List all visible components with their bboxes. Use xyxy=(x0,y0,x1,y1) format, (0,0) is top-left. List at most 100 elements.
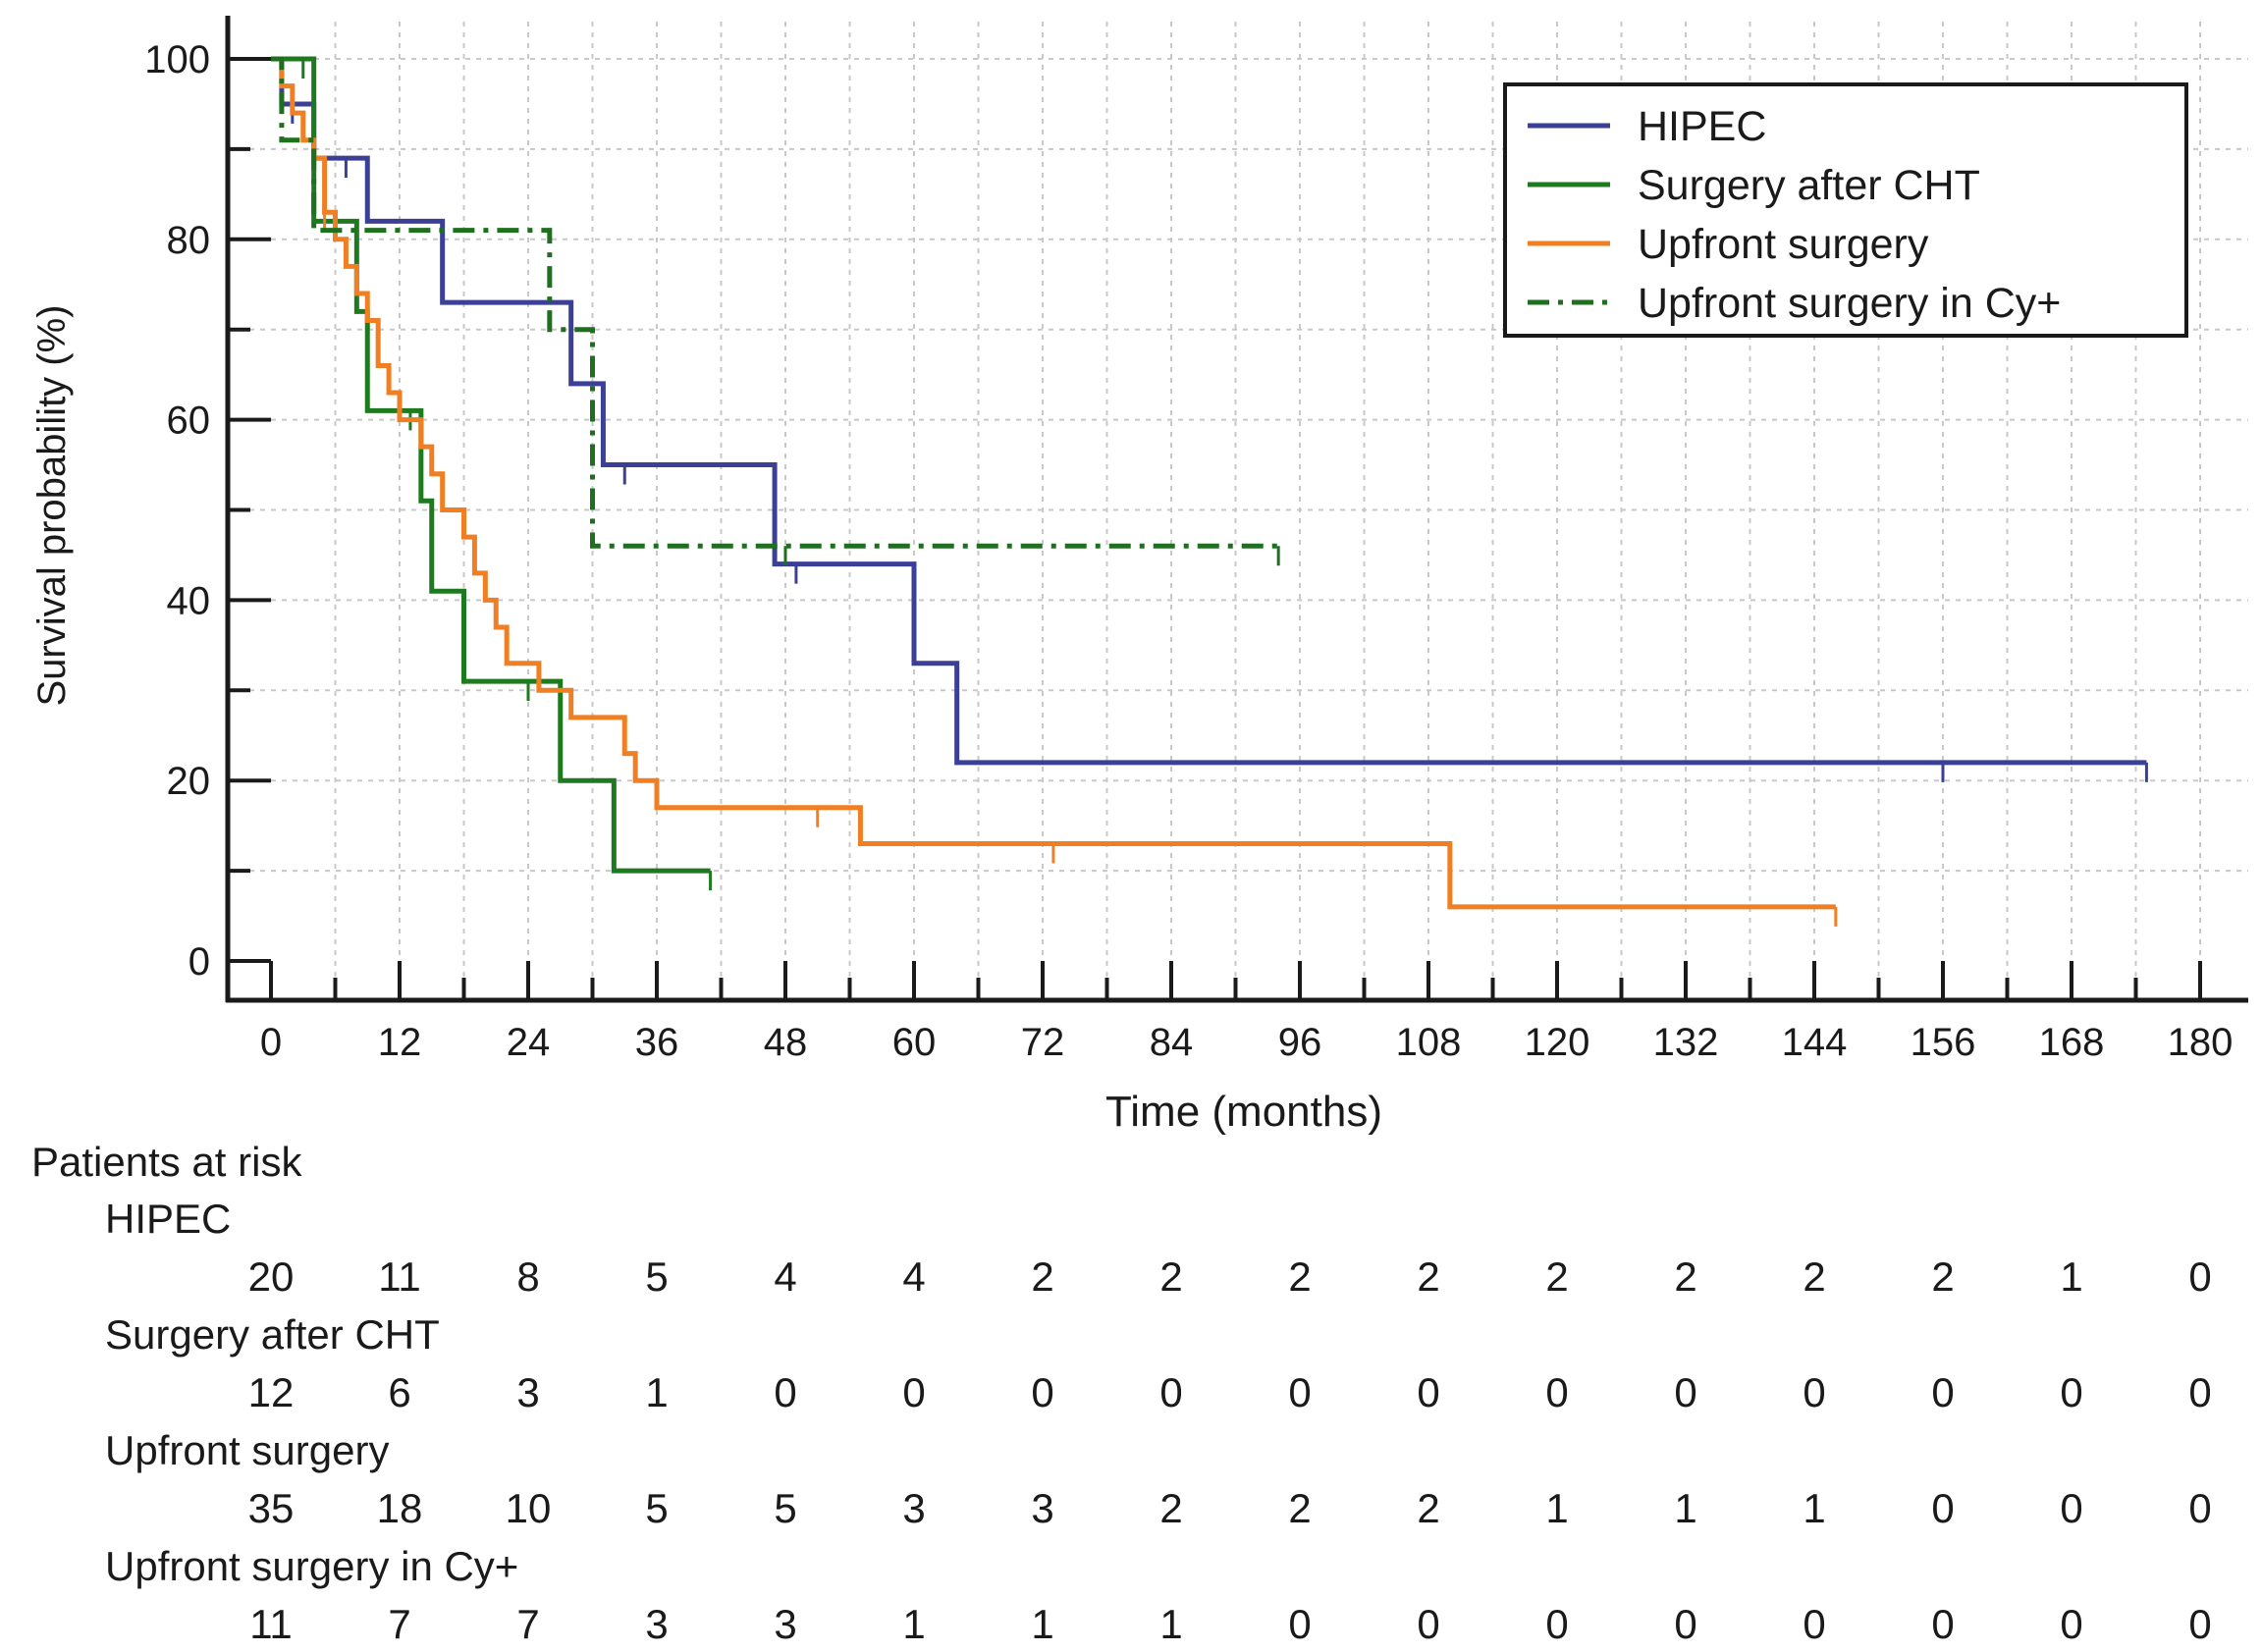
x-tick-label: 0 xyxy=(260,1021,282,1064)
risk-value: 0 xyxy=(2188,1369,2211,1415)
risk-value: 12 xyxy=(248,1369,295,1415)
y-tick-label: 40 xyxy=(167,579,211,622)
risk-value: 35 xyxy=(248,1485,295,1531)
risk-value: 3 xyxy=(645,1601,668,1647)
risk-value: 5 xyxy=(774,1485,796,1531)
legend-label: Upfront surgery xyxy=(1638,221,1929,268)
series-line-surgery-after-cht xyxy=(271,56,711,874)
risk-table-title: Patients at risk xyxy=(31,1139,302,1185)
x-tick-label: 180 xyxy=(2168,1021,2234,1064)
risk-value: 6 xyxy=(388,1369,410,1415)
series-line-upfront-surgery xyxy=(271,56,1836,910)
y-axis-label: Survival probability (%) xyxy=(30,304,74,706)
risk-value: 0 xyxy=(1159,1369,1182,1415)
x-axis-label: Time (months) xyxy=(1105,1088,1382,1136)
risk-value: 3 xyxy=(774,1601,796,1647)
risk-value: 0 xyxy=(2188,1253,2211,1300)
risk-value: 0 xyxy=(2060,1485,2082,1531)
x-tick-label: 156 xyxy=(1911,1021,1976,1064)
series-layer xyxy=(271,56,2148,927)
risk-value: 0 xyxy=(2188,1601,2211,1647)
risk-value: 0 xyxy=(1545,1601,1568,1647)
risk-value: 4 xyxy=(774,1253,796,1300)
x-tick-label: 96 xyxy=(1278,1021,1322,1064)
risk-value: 18 xyxy=(377,1485,423,1531)
risk-value: 7 xyxy=(516,1601,539,1647)
legend-label: HIPEC xyxy=(1638,103,1766,150)
risk-value: 1 xyxy=(2060,1253,2082,1300)
risk-row-label: Surgery after CHT xyxy=(105,1311,440,1358)
risk-value: 2 xyxy=(1417,1485,1439,1531)
risk-value: 0 xyxy=(1803,1601,1825,1647)
risk-value: 0 xyxy=(2188,1485,2211,1531)
risk-value: 20 xyxy=(248,1253,295,1300)
legend: HIPEC Surgery after CHT Upfront surgery Upf… xyxy=(1503,82,2188,338)
x-tick-label: 24 xyxy=(507,1021,551,1064)
risk-value: 0 xyxy=(1545,1369,1568,1415)
risk-value: 0 xyxy=(1288,1369,1311,1415)
risk-row-label: HIPEC xyxy=(105,1196,231,1242)
x-tick-label: 36 xyxy=(635,1021,679,1064)
risk-value: 3 xyxy=(516,1369,539,1415)
ticks: 0 20 40 60 80 100 0 12 24 36 48 60 72 84 96 108 120 132 14… xyxy=(144,38,2233,1064)
risk-value: 0 xyxy=(2060,1601,2082,1647)
risk-row-label: Upfront surgery xyxy=(105,1427,389,1473)
risk-value: 2 xyxy=(1159,1253,1182,1300)
risk-value: 0 xyxy=(1288,1601,1311,1647)
risk-value: 0 xyxy=(1417,1601,1439,1647)
risk-value: 5 xyxy=(645,1253,668,1300)
y-tick-label: 100 xyxy=(144,38,210,81)
risk-value: 8 xyxy=(516,1253,539,1300)
risk-row-label: Upfront surgery in Cy+ xyxy=(105,1543,518,1589)
risk-value: 0 xyxy=(1931,1485,1954,1531)
series-line-upfront-surgery-in-cy xyxy=(271,56,1279,549)
x-tick-label: 12 xyxy=(378,1021,422,1064)
risk-value: 2 xyxy=(1674,1253,1696,1300)
risk-value: 2 xyxy=(1288,1485,1311,1531)
risk-value: 1 xyxy=(1674,1485,1696,1531)
risk-value: 2 xyxy=(1031,1253,1053,1300)
risk-value: 2 xyxy=(1159,1485,1182,1531)
risk-value: 0 xyxy=(774,1369,796,1415)
x-tick-label: 72 xyxy=(1021,1021,1065,1064)
risk-value: 0 xyxy=(1931,1369,1954,1415)
risk-value: 4 xyxy=(902,1253,925,1300)
y-tick-label: 20 xyxy=(167,760,211,803)
risk-value: 0 xyxy=(1931,1601,1954,1647)
risk-value: 1 xyxy=(1803,1485,1825,1531)
x-tick-label: 60 xyxy=(892,1021,937,1064)
x-tick-label: 48 xyxy=(764,1021,808,1064)
legend-label: Surgery after CHT xyxy=(1638,162,1980,209)
x-tick-label: 120 xyxy=(1525,1021,1590,1064)
risk-value: 5 xyxy=(645,1485,668,1531)
risk-value: 3 xyxy=(1031,1485,1053,1531)
risk-value: 0 xyxy=(1674,1369,1696,1415)
risk-value: 0 xyxy=(1674,1601,1696,1647)
risk-value: 1 xyxy=(645,1369,668,1415)
risk-value: 1 xyxy=(902,1601,925,1647)
risk-value: 3 xyxy=(902,1485,925,1531)
y-tick-label: 80 xyxy=(167,219,211,262)
x-tick-label: 168 xyxy=(2039,1021,2105,1064)
risk-value: 0 xyxy=(902,1369,925,1415)
legend-box xyxy=(1503,82,2188,338)
x-tick-label: 84 xyxy=(1150,1021,1194,1064)
risk-value: 11 xyxy=(249,1601,293,1647)
risk-value: 2 xyxy=(1288,1253,1311,1300)
x-tick-label: 132 xyxy=(1653,1021,1719,1064)
risk-value: 2 xyxy=(1931,1253,1954,1300)
risk-value: 0 xyxy=(1031,1369,1053,1415)
risk-value: 2 xyxy=(1545,1253,1568,1300)
risk-value: 1 xyxy=(1031,1601,1053,1647)
risk-value: 0 xyxy=(1417,1369,1439,1415)
risk-value: 1 xyxy=(1545,1485,1568,1531)
legend-label: Upfront surgery in Cy+ xyxy=(1638,280,2061,327)
x-tick-label: 108 xyxy=(1396,1021,1462,1064)
risk-value: 0 xyxy=(1803,1369,1825,1415)
risk-value: 1 xyxy=(1159,1601,1182,1647)
x-tick-label: 144 xyxy=(1782,1021,1848,1064)
risk-value: 2 xyxy=(1417,1253,1439,1300)
y-tick-label: 0 xyxy=(188,940,210,984)
